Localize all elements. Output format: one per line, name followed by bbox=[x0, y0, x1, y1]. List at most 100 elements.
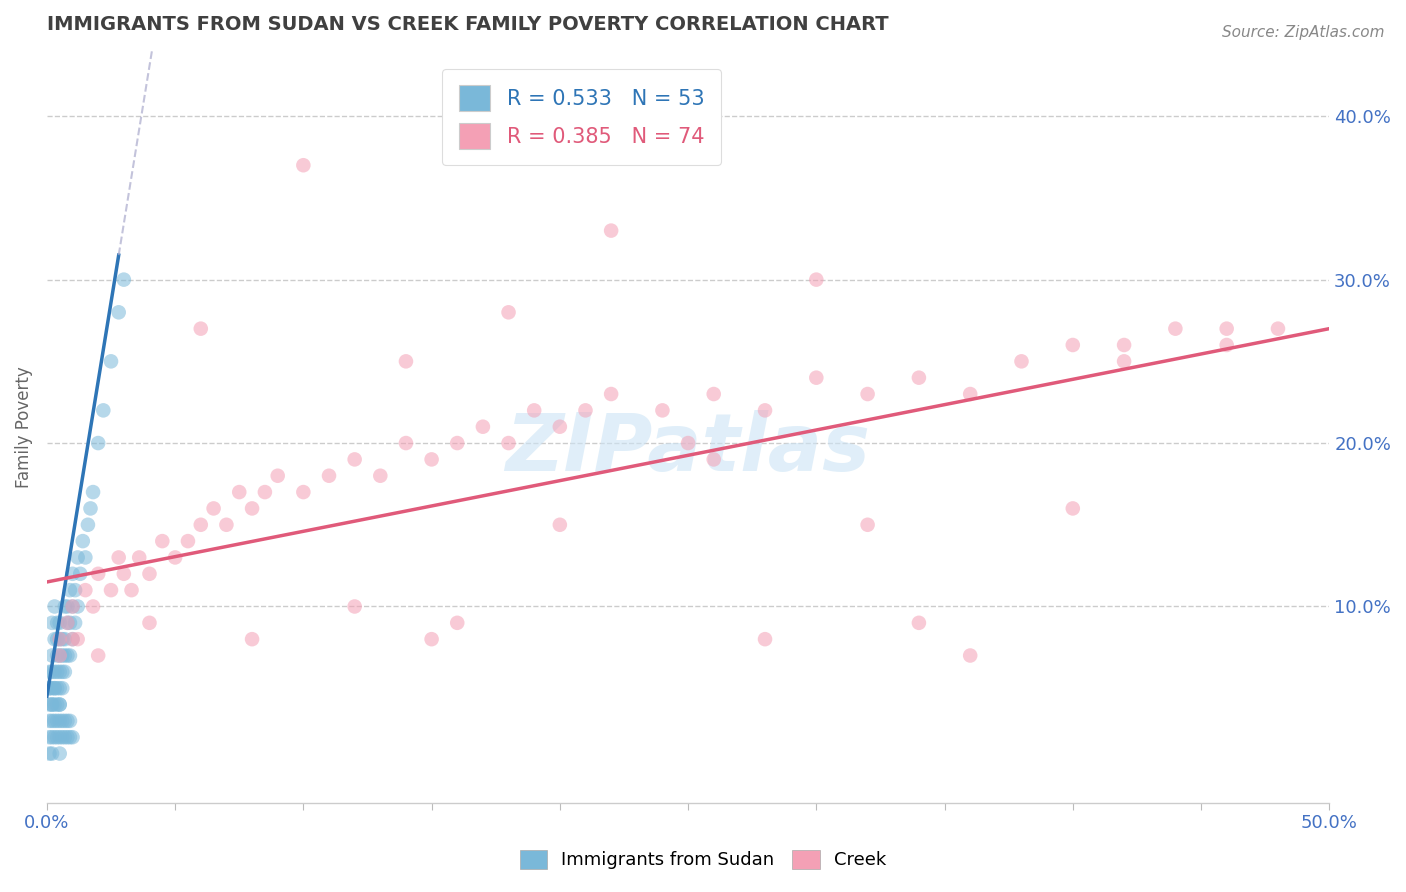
Point bbox=[703, 452, 725, 467]
Point bbox=[48, 730, 70, 744]
Point bbox=[41, 698, 63, 712]
Point bbox=[53, 648, 76, 663]
Text: IMMIGRANTS FROM SUDAN VS CREEK FAMILY POVERTY CORRELATION CHART: IMMIGRANTS FROM SUDAN VS CREEK FAMILY PO… bbox=[46, 15, 889, 34]
Point bbox=[59, 648, 82, 663]
Legend: R = 0.533   N = 53, R = 0.385   N = 74: R = 0.533 N = 53, R = 0.385 N = 74 bbox=[441, 69, 721, 165]
Point bbox=[44, 681, 66, 696]
Point bbox=[56, 714, 79, 728]
Point bbox=[48, 648, 70, 663]
Point bbox=[48, 615, 70, 630]
Legend: Immigrants from Sudan, Creek: Immigrants from Sudan, Creek bbox=[510, 841, 896, 879]
Point bbox=[856, 387, 879, 401]
Point bbox=[548, 517, 571, 532]
Point bbox=[38, 714, 60, 728]
Point bbox=[202, 501, 225, 516]
Point bbox=[41, 698, 63, 712]
Point bbox=[56, 615, 79, 630]
Point bbox=[253, 485, 276, 500]
Point bbox=[240, 501, 263, 516]
Point bbox=[41, 681, 63, 696]
Point bbox=[1062, 501, 1084, 516]
Point bbox=[128, 550, 150, 565]
Point bbox=[908, 615, 931, 630]
Point bbox=[368, 468, 391, 483]
Point bbox=[600, 224, 623, 238]
Point bbox=[41, 730, 63, 744]
Point bbox=[62, 730, 84, 744]
Point bbox=[59, 615, 82, 630]
Point bbox=[292, 485, 315, 500]
Point bbox=[138, 566, 160, 581]
Point bbox=[48, 648, 70, 663]
Point bbox=[215, 517, 238, 532]
Point bbox=[267, 468, 290, 483]
Point bbox=[676, 436, 699, 450]
Point bbox=[46, 730, 69, 744]
Point bbox=[69, 566, 91, 581]
Point bbox=[59, 730, 82, 744]
Point bbox=[51, 714, 73, 728]
Point bbox=[46, 681, 69, 696]
Point bbox=[79, 501, 101, 516]
Point bbox=[1215, 321, 1237, 335]
Point bbox=[51, 681, 73, 696]
Point bbox=[41, 714, 63, 728]
Point bbox=[121, 583, 143, 598]
Point bbox=[48, 632, 70, 647]
Point bbox=[150, 534, 173, 549]
Point bbox=[600, 387, 623, 401]
Point bbox=[46, 648, 69, 663]
Point bbox=[48, 681, 70, 696]
Point bbox=[395, 436, 418, 450]
Point bbox=[63, 615, 86, 630]
Point bbox=[46, 698, 69, 712]
Point bbox=[806, 370, 828, 384]
Point bbox=[51, 665, 73, 679]
Point bbox=[446, 436, 468, 450]
Point bbox=[62, 632, 84, 647]
Point bbox=[343, 452, 366, 467]
Point bbox=[44, 698, 66, 712]
Point bbox=[59, 583, 82, 598]
Point bbox=[48, 632, 70, 647]
Point bbox=[66, 550, 89, 565]
Point bbox=[44, 665, 66, 679]
Point bbox=[48, 698, 70, 712]
Point bbox=[46, 632, 69, 647]
Point bbox=[53, 730, 76, 744]
Point bbox=[1267, 321, 1289, 335]
Point bbox=[53, 632, 76, 647]
Point bbox=[48, 714, 70, 728]
Point bbox=[46, 615, 69, 630]
Point bbox=[38, 681, 60, 696]
Point bbox=[240, 632, 263, 647]
Point bbox=[66, 632, 89, 647]
Point bbox=[38, 747, 60, 761]
Point bbox=[343, 599, 366, 614]
Point bbox=[228, 485, 250, 500]
Point bbox=[446, 615, 468, 630]
Point bbox=[41, 615, 63, 630]
Point bbox=[177, 534, 200, 549]
Point bbox=[471, 419, 494, 434]
Point bbox=[63, 583, 86, 598]
Point bbox=[548, 142, 571, 156]
Point bbox=[44, 632, 66, 647]
Point bbox=[959, 648, 981, 663]
Point bbox=[190, 517, 212, 532]
Point bbox=[51, 730, 73, 744]
Point bbox=[62, 599, 84, 614]
Point bbox=[66, 599, 89, 614]
Text: Source: ZipAtlas.com: Source: ZipAtlas.com bbox=[1222, 25, 1385, 40]
Point bbox=[38, 698, 60, 712]
Point bbox=[44, 681, 66, 696]
Point bbox=[1112, 338, 1135, 352]
Point bbox=[959, 387, 981, 401]
Point bbox=[165, 550, 187, 565]
Point bbox=[395, 354, 418, 368]
Point bbox=[523, 403, 546, 417]
Point bbox=[82, 599, 104, 614]
Point bbox=[56, 648, 79, 663]
Point bbox=[190, 321, 212, 335]
Point bbox=[1164, 321, 1187, 335]
